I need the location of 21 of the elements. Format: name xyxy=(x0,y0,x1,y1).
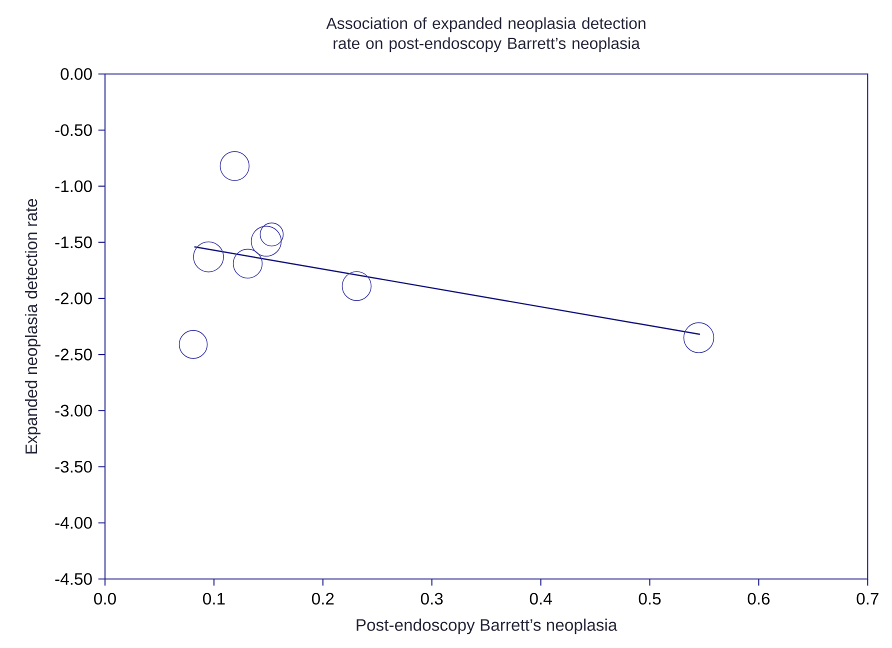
x-tick-label: 0.4 xyxy=(530,592,552,605)
y-tick-label: -3.00 xyxy=(55,404,92,417)
x-tick-label: 0.2 xyxy=(312,592,334,605)
y-tick-label: -1.50 xyxy=(55,236,92,248)
y-tick-label: -2.50 xyxy=(55,348,92,360)
x-tick-label: 0.3 xyxy=(420,592,443,605)
y-tick-label: -2.00 xyxy=(55,292,92,304)
y-tick-label: -1.00 xyxy=(55,180,92,192)
x-tick-label: 0.5 xyxy=(638,592,661,605)
y-tick-label: -4.50 xyxy=(55,573,92,585)
y-tick-label: -0.50 xyxy=(55,124,92,136)
x-tick-label: 0.6 xyxy=(748,592,770,605)
x-tick-label: 0.7 xyxy=(856,592,878,605)
y-tick-label: -4.00 xyxy=(55,516,92,529)
y-tick-label: -3.50 xyxy=(55,460,92,473)
y-axis-title: Expanded neoplasia detection rate xyxy=(24,198,40,454)
chart-title: Association of expanded neoplasia detection rate on post-endoscopy Barrett’s neoplasia xyxy=(326,17,646,52)
x-tick-label: 0.0 xyxy=(94,592,116,605)
x-axis-title: Post-endoscopy Barrett’s neoplasia xyxy=(356,618,618,634)
x-tick-label: 0.1 xyxy=(203,592,225,605)
y-tick-label: 0.00 xyxy=(60,68,92,80)
